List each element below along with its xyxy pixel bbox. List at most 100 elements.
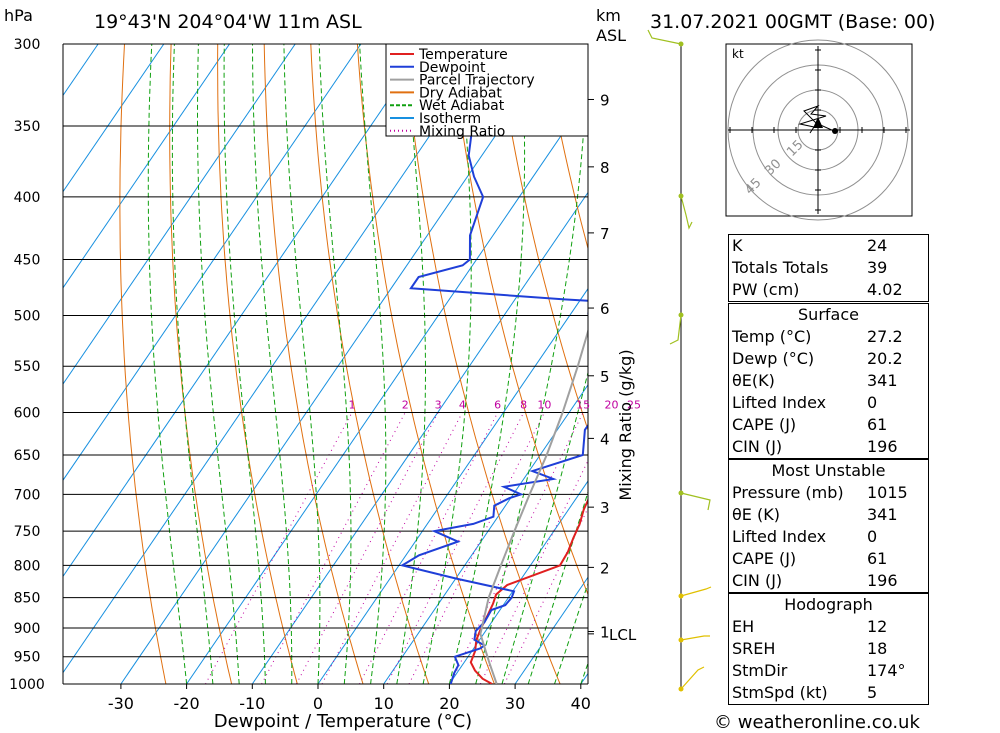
hodograph-table: Hodograph EH 12 SREH 18 StmDir 174° StmSpd … bbox=[728, 593, 929, 705]
lcl-label: LCL bbox=[609, 626, 637, 644]
stats-row: CAPE (J) 61 bbox=[729, 414, 928, 436]
location-title: 19°43'N 204°04'W 11m ASL bbox=[94, 11, 362, 33]
mixing-ratio-line bbox=[479, 459, 588, 684]
profile-lines bbox=[399, 44, 588, 684]
wind-level-dot bbox=[678, 312, 684, 318]
wind-level-dot bbox=[678, 637, 684, 643]
pressure-tick-label: 350 bbox=[14, 119, 41, 135]
x-tick-label: 30 bbox=[505, 694, 525, 713]
stats-label: Lifted Index bbox=[732, 393, 827, 412]
wind-profile bbox=[647, 29, 712, 692]
mixing-ratio-line bbox=[295, 412, 439, 684]
pressure-tick-label: 800 bbox=[14, 558, 41, 574]
mixing-ratio-line bbox=[503, 506, 588, 684]
stats-label: K bbox=[732, 236, 743, 255]
wet-adiabat-line bbox=[197, 44, 240, 684]
dry-adiabat-line bbox=[496, 44, 588, 432]
legend-label: Wet Adiabat bbox=[419, 98, 505, 114]
wind-level-dot bbox=[678, 41, 684, 47]
stats-label: θE (K) bbox=[732, 505, 780, 524]
legend-label: Temperature bbox=[418, 47, 508, 63]
wind-barb bbox=[680, 666, 705, 690]
storm-motion-marker bbox=[813, 117, 823, 128]
stats-row: CAPE (J) 61 bbox=[729, 548, 928, 570]
stats-row: Lifted Index 0 bbox=[729, 392, 928, 414]
wind-level-dot bbox=[678, 593, 684, 599]
stats-label: StmDir bbox=[732, 661, 788, 680]
most-unstable-table: Most Unstable Pressure (mb) 1015 θE (K) 34… bbox=[728, 459, 929, 593]
stats-value: 0 bbox=[867, 527, 878, 546]
isotherm-line bbox=[63, 44, 230, 289]
wet-adiabat-line bbox=[501, 370, 588, 684]
mixing-ratio-line bbox=[386, 412, 525, 684]
stats-row: Temp (°C) 27.2 bbox=[729, 326, 928, 348]
stats-label: Lifted Index bbox=[732, 527, 827, 546]
stats-row: CIN (J) 196 bbox=[729, 570, 928, 592]
mixing-ratio-label: 20 bbox=[605, 398, 619, 411]
stats-value: 20.2 bbox=[867, 349, 903, 368]
stats-row: θE(K) 341 bbox=[729, 370, 928, 392]
stats-value: 61 bbox=[867, 549, 888, 568]
x-tick-label: 20 bbox=[439, 694, 459, 713]
mixing-ratio-label: 15 bbox=[576, 398, 590, 411]
dry-adiabat-line bbox=[450, 44, 588, 596]
pressure-tick-label: 450 bbox=[14, 253, 41, 269]
stats-label: CIN (J) bbox=[732, 437, 783, 456]
isotherm-line bbox=[63, 44, 296, 385]
hodograph-end-dot bbox=[832, 128, 838, 134]
stats-value: 196 bbox=[867, 571, 898, 590]
wet-adiabat-line bbox=[318, 44, 352, 684]
wind-barb bbox=[680, 635, 710, 641]
stats-row: Totals Totals 39 bbox=[729, 257, 928, 279]
mixing-ratio-label: 10 bbox=[537, 398, 551, 411]
stats-value: 61 bbox=[867, 415, 888, 434]
dry-adiabat-line bbox=[963, 44, 1000, 684]
stats-label: Dewp (°C) bbox=[732, 349, 815, 368]
mixing-ratio-axis-title: Mixing Ratio (g/kg) bbox=[616, 349, 635, 500]
km-label: km bbox=[596, 6, 621, 25]
wet-adiabat-line bbox=[359, 44, 387, 684]
x-tick-label: 0 bbox=[313, 694, 323, 713]
wet-adiabat-line bbox=[171, 44, 214, 684]
x-axis-title: Dewpoint / Temperature (°C) bbox=[214, 711, 472, 732]
isotherm-line bbox=[251, 191, 588, 684]
legend-label: Parcel Trajectory bbox=[419, 73, 535, 89]
hodograph-unit-label: kt bbox=[732, 47, 744, 61]
stats-row: PW (cm) 4.02 bbox=[729, 279, 928, 301]
stats-label: Totals Totals bbox=[732, 258, 829, 277]
pressure-tick-label: 1000 bbox=[9, 677, 45, 693]
stats-row: Lifted Index 0 bbox=[729, 526, 928, 548]
mixing-ratio-label: 6 bbox=[494, 398, 501, 411]
wind-barb bbox=[669, 314, 682, 345]
wind-level-dot bbox=[678, 193, 684, 199]
stats-label: Temp (°C) bbox=[732, 327, 812, 346]
mixing-ratio-label: 4 bbox=[459, 398, 466, 411]
stats-value: 39 bbox=[867, 258, 888, 277]
stats-value: 0 bbox=[867, 393, 878, 412]
legend-label: Dewpoint bbox=[419, 60, 486, 76]
mixing-ratio-label: 1 bbox=[349, 398, 356, 411]
km-tick-label: 4 bbox=[600, 430, 610, 448]
isotherm-line bbox=[63, 44, 362, 482]
stats-label: CIN (J) bbox=[732, 571, 783, 590]
pressure-tick-label: 850 bbox=[14, 591, 41, 607]
km-tick-label: 2 bbox=[600, 559, 610, 577]
mixing-ratio-labels: 1 2 3 4 6 8 10 15 20 25 bbox=[349, 398, 642, 411]
stats-row: CIN (J) 196 bbox=[729, 436, 928, 458]
wet-adiabat-line bbox=[283, 44, 321, 684]
pressure-tick-label: 900 bbox=[14, 621, 41, 637]
stats-value: 24 bbox=[867, 236, 888, 255]
stats-label: PW (cm) bbox=[732, 280, 800, 299]
isotherm-line bbox=[317, 287, 588, 684]
km-tick-label: 9 bbox=[600, 91, 610, 109]
stats-label: StmSpd (kt) bbox=[732, 683, 828, 702]
pressure-tick-label: 300 bbox=[14, 37, 41, 53]
km-tick-label: 1 bbox=[600, 624, 610, 642]
stats-value: 196 bbox=[867, 437, 898, 456]
stats-label: Pressure (mb) bbox=[732, 483, 844, 502]
stats-row: θE (K) 341 bbox=[729, 504, 928, 526]
dry-adiabat-line bbox=[543, 44, 588, 251]
stats-value: 341 bbox=[867, 371, 898, 390]
